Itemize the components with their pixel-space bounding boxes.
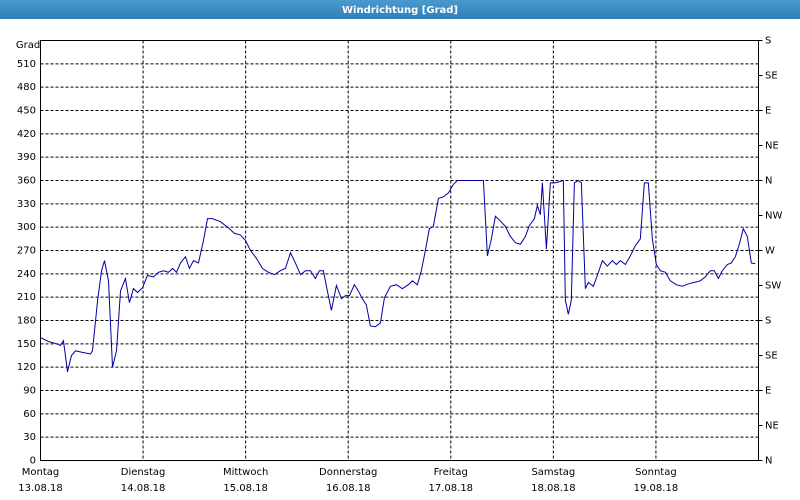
y-tick-label: 300: [17, 222, 36, 233]
x-tick-label: Sonntag: [635, 467, 677, 478]
y2-tick-label: N: [765, 456, 772, 467]
y2-tick-label: S: [765, 36, 771, 47]
y-tick-label: 510: [17, 59, 36, 70]
y-tick-label: 390: [17, 152, 36, 163]
y-axis-label: Grad: [16, 40, 40, 51]
y2-tick-label: E: [765, 106, 771, 117]
x-tick-date: 13.08.18: [18, 483, 63, 494]
x-tick-label: Donnerstag: [319, 467, 377, 478]
y-tick-label: 270: [17, 246, 36, 257]
y2-tick-label: W: [765, 246, 775, 257]
y-tick-label: 0: [30, 456, 36, 467]
y-tick-label: 360: [17, 176, 36, 187]
x-tick-label: Samstag: [531, 467, 575, 478]
y-tick-label: 30: [23, 432, 36, 443]
x-tick-date: 19.08.18: [634, 483, 679, 494]
y2-tick-label: E: [765, 386, 771, 397]
y2-tick-label: NW: [765, 211, 782, 222]
y2-tick-label: S: [765, 316, 771, 327]
chart-title: Windrichtung [Grad]: [342, 5, 458, 16]
x-tick-label: Dienstag: [121, 467, 166, 478]
y2-tick-label: NE: [765, 141, 779, 152]
y-tick-label: 420: [17, 129, 36, 140]
y-tick-label: 240: [17, 269, 36, 280]
y-tick-label: 330: [17, 199, 36, 210]
y2-tick-label: SW: [765, 281, 781, 292]
y-tick-label: 60: [23, 409, 36, 420]
x-tick-date: 16.08.18: [326, 483, 371, 494]
y-tick-label: 480: [17, 82, 36, 93]
x-tick-date: 14.08.18: [121, 483, 166, 494]
y2-tick-label: SE: [765, 71, 778, 82]
x-tick-date: 18.08.18: [531, 483, 576, 494]
x-tick-label: Freitag: [434, 467, 468, 478]
y-tick-label: 180: [17, 316, 36, 327]
x-tick-date: 15.08.18: [223, 483, 268, 494]
y-tick-label: 450: [17, 106, 36, 117]
y-tick-label: 90: [23, 386, 36, 397]
y-tick-label: 150: [17, 339, 36, 350]
y2-tick-label: N: [765, 176, 772, 187]
y-tick-label: 120: [17, 362, 36, 373]
y-tick-label: 210: [17, 292, 36, 303]
y2-tick-label: SE: [765, 351, 778, 362]
x-tick-date: 17.08.18: [429, 483, 474, 494]
title-bar: [0, 0, 800, 19]
x-tick-label: Montag: [22, 467, 59, 478]
data-line: [40, 179, 756, 372]
x-tick-label: Mittwoch: [223, 467, 268, 478]
y2-tick-label: NE: [765, 421, 779, 432]
